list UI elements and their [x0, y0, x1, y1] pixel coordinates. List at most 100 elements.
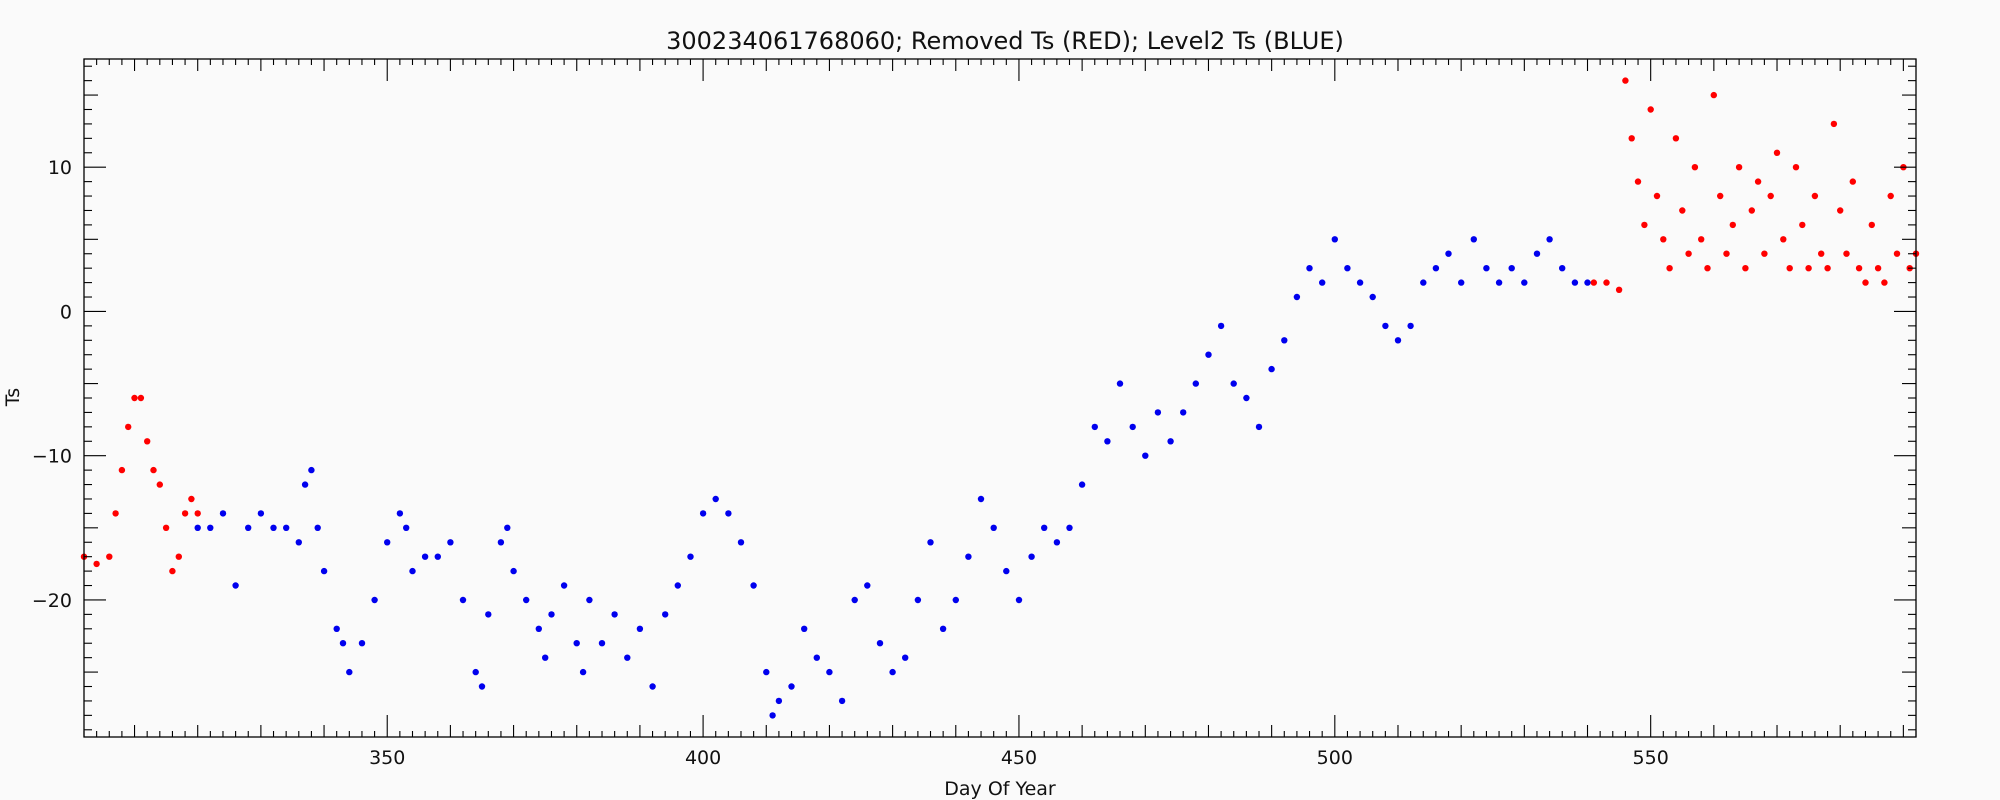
removed-point	[1666, 265, 1673, 272]
level2-point	[712, 495, 719, 503]
removed-point	[156, 481, 163, 488]
removed-point	[144, 438, 151, 445]
removed-point	[1830, 120, 1838, 128]
level2-point	[1104, 438, 1111, 445]
level2-point	[674, 582, 681, 589]
level2-point	[1003, 567, 1010, 575]
removed-point	[162, 524, 170, 531]
removed-point	[118, 466, 126, 474]
removed-point	[1818, 250, 1825, 257]
level2-point	[788, 683, 795, 690]
level2-point	[1521, 279, 1528, 286]
removed-point	[1805, 265, 1812, 272]
level2-point	[649, 683, 656, 690]
level2-point	[1356, 279, 1364, 286]
level2-point	[1571, 279, 1579, 286]
removed-point	[1634, 178, 1642, 185]
removed-point	[1824, 265, 1831, 272]
level2-point	[1458, 279, 1465, 286]
x-tick-label: 500	[1317, 747, 1353, 769]
level2-point	[510, 567, 517, 575]
level2-point	[598, 640, 606, 647]
level2-point	[1167, 438, 1174, 445]
level2-point	[295, 539, 302, 546]
plot-frame	[83, 58, 1917, 738]
level2-point	[611, 611, 618, 618]
removed-point	[106, 553, 113, 560]
removed-point	[1780, 236, 1787, 243]
level2-point	[1559, 265, 1566, 272]
removed-point	[1660, 236, 1667, 243]
removed-point	[1837, 207, 1844, 214]
level2-point	[636, 625, 644, 632]
y-tick-label: 10	[48, 157, 72, 179]
level2-point	[801, 625, 808, 632]
removed-point	[1641, 221, 1648, 229]
level2-point	[1268, 365, 1275, 373]
level2-point	[320, 567, 328, 575]
removed-point	[1691, 164, 1699, 171]
removed-point	[1653, 192, 1661, 200]
level2-point	[1142, 452, 1149, 459]
level2-point	[523, 596, 530, 604]
level2-point	[763, 668, 770, 676]
level2-point	[1369, 293, 1376, 301]
removed-point	[1754, 178, 1762, 185]
removed-point	[150, 466, 157, 474]
level2-point	[1091, 423, 1099, 431]
removed-point	[93, 560, 100, 568]
level2-point	[447, 539, 454, 546]
level2-point	[662, 611, 669, 618]
x-axis-label: Day Of Year	[944, 778, 1056, 800]
removed-point	[1874, 265, 1882, 272]
level2-point	[333, 625, 340, 632]
level2-point	[497, 539, 505, 546]
level2-point	[504, 524, 511, 531]
removed-point	[1868, 221, 1876, 229]
removed-point	[1799, 221, 1806, 229]
level2-point	[826, 668, 833, 676]
removed-point	[1773, 149, 1781, 156]
y-tick-label: −10	[32, 446, 72, 468]
level2-point	[194, 524, 201, 531]
level2-point	[1192, 380, 1200, 387]
level2-point	[1470, 236, 1478, 243]
level2-point	[624, 654, 631, 661]
level2-point	[737, 539, 745, 546]
level2-point	[270, 524, 277, 531]
level2-point	[813, 654, 820, 661]
level2-point	[586, 596, 593, 604]
level2-point	[775, 697, 783, 705]
level2-point	[1344, 265, 1351, 272]
level2-point	[889, 668, 896, 676]
level2-point	[1041, 524, 1048, 531]
level2-point	[1028, 553, 1035, 560]
level2-point	[687, 553, 694, 560]
removed-point	[1849, 178, 1857, 185]
level2-point	[472, 668, 479, 676]
level2-point	[409, 567, 416, 575]
level2-point	[403, 524, 410, 531]
removed-point	[1887, 192, 1894, 200]
level2-point	[1407, 322, 1414, 330]
level2-point	[1432, 265, 1440, 272]
level2-point	[232, 582, 239, 589]
level2-point	[459, 596, 467, 604]
level2-point	[1445, 250, 1452, 257]
level2-point	[1243, 394, 1250, 402]
removed-point	[1748, 207, 1756, 214]
level2-point	[1078, 481, 1086, 488]
level2-point	[542, 654, 549, 661]
x-tick-label: 550	[1633, 747, 1669, 769]
chart-title: 300234061768060; Removed Ts (RED); Level…	[666, 27, 1344, 55]
level2-point	[838, 697, 846, 705]
level2-point	[965, 553, 972, 560]
data-points	[80, 77, 1920, 719]
removed-point	[1843, 250, 1850, 257]
level2-point	[339, 640, 347, 647]
y-tick-label: −20	[32, 590, 72, 612]
level2-point	[346, 668, 353, 676]
level2-point	[308, 466, 315, 474]
level2-point	[1217, 322, 1225, 330]
